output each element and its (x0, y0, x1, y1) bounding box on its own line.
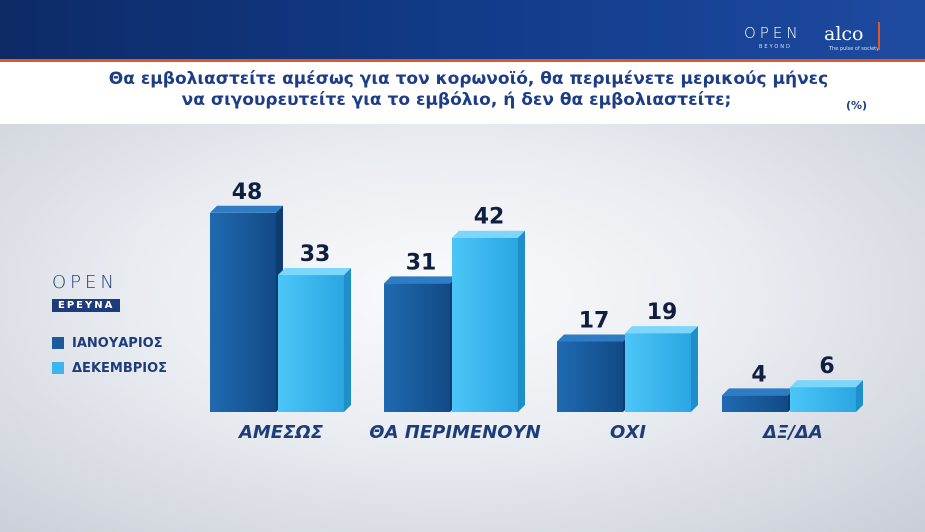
bar-dx-da-december (790, 380, 863, 412)
value-label-tha-perimenoun-december: 42 (474, 205, 505, 230)
category-label-dx-da: ΔΞ/ΔΑ (761, 422, 823, 443)
bar-ochi-december (625, 326, 698, 412)
value-label-amesos-december: 33 (300, 242, 331, 267)
brand-separator (878, 22, 880, 50)
value-label-ochi-december: 19 (647, 300, 678, 325)
logo-ereuna-text: ΕΡΕΥΝΑ (52, 299, 121, 312)
header-bar: OPEN BEYOND alco The pulse of society (0, 0, 925, 62)
open-beyond-tag: BEYOND (759, 44, 792, 50)
legend-item-january: ΙΑΝΟΥΑΡΙΟΣ (52, 335, 163, 351)
legend-label-december: ΔΕΚΕΜΒΡΙΟΣ (72, 360, 168, 376)
chart-area: 48 33 31 42 17 19 4 6 ΑΜΕΣΩΣ ΘΑ ΠΕΡΙΜΕΝΟΥΝ ΟΧΙ ΔΞ/… (0, 124, 925, 532)
value-label-dx-da-december: 6 (819, 354, 834, 379)
question-line-2: να σιγουρευτείτε για το εμβόλιο, ή δεν θ… (181, 90, 732, 110)
legend-swatch-december (52, 362, 64, 374)
unit-label: (%) (846, 99, 868, 112)
question-line-1: Θα εμβολιαστείτε αμέσως για τον κορωνοϊό… (108, 69, 829, 89)
value-label-ochi-january: 17 (579, 308, 610, 333)
bar-dx-da-january (722, 388, 795, 412)
legend-swatch-january (52, 337, 64, 349)
bar-ochi-january (557, 334, 630, 412)
bar-chart: 48 33 31 42 17 19 4 6 ΑΜΕΣΩΣ ΘΑ ΠΕΡΙΜΕΝΟΥΝ ΟΧΙ ΔΞ/… (210, 180, 863, 443)
bar-tha-perimenoun-january (384, 276, 457, 412)
legend-label-january: ΙΑΝΟΥΑΡΙΟΣ (72, 335, 163, 351)
value-label-dx-da-january: 4 (751, 362, 766, 387)
category-label-ochi: ΟΧΙ (610, 422, 646, 443)
legend-item-december: ΔΕΚΕΜΒΡΙΟΣ (52, 360, 167, 376)
category-label-amesos: ΑΜΕΣΩΣ (237, 422, 324, 443)
alco-tagline: The pulse of society (829, 46, 880, 52)
logo-open-text: OPEN (52, 272, 118, 293)
open-logo: OPEN (744, 24, 802, 42)
alco-logo: alco (824, 23, 864, 45)
category-label-tha-perimenoun: ΘΑ ΠΕΡΙΜΕΝΟΥΝ (369, 422, 540, 443)
bar-amesos-december (278, 268, 351, 412)
value-label-tha-perimenoun-january: 31 (406, 250, 437, 275)
question-block: Θα εμβολιαστείτε αμέσως για τον κορωνοϊό… (0, 66, 925, 124)
bar-amesos-january (210, 205, 283, 412)
open-ereuna-logo: OPEN ΕΡΕΥΝΑ (52, 272, 121, 312)
value-label-amesos-january: 48 (232, 180, 263, 205)
bar-tha-perimenoun-december (452, 230, 525, 412)
